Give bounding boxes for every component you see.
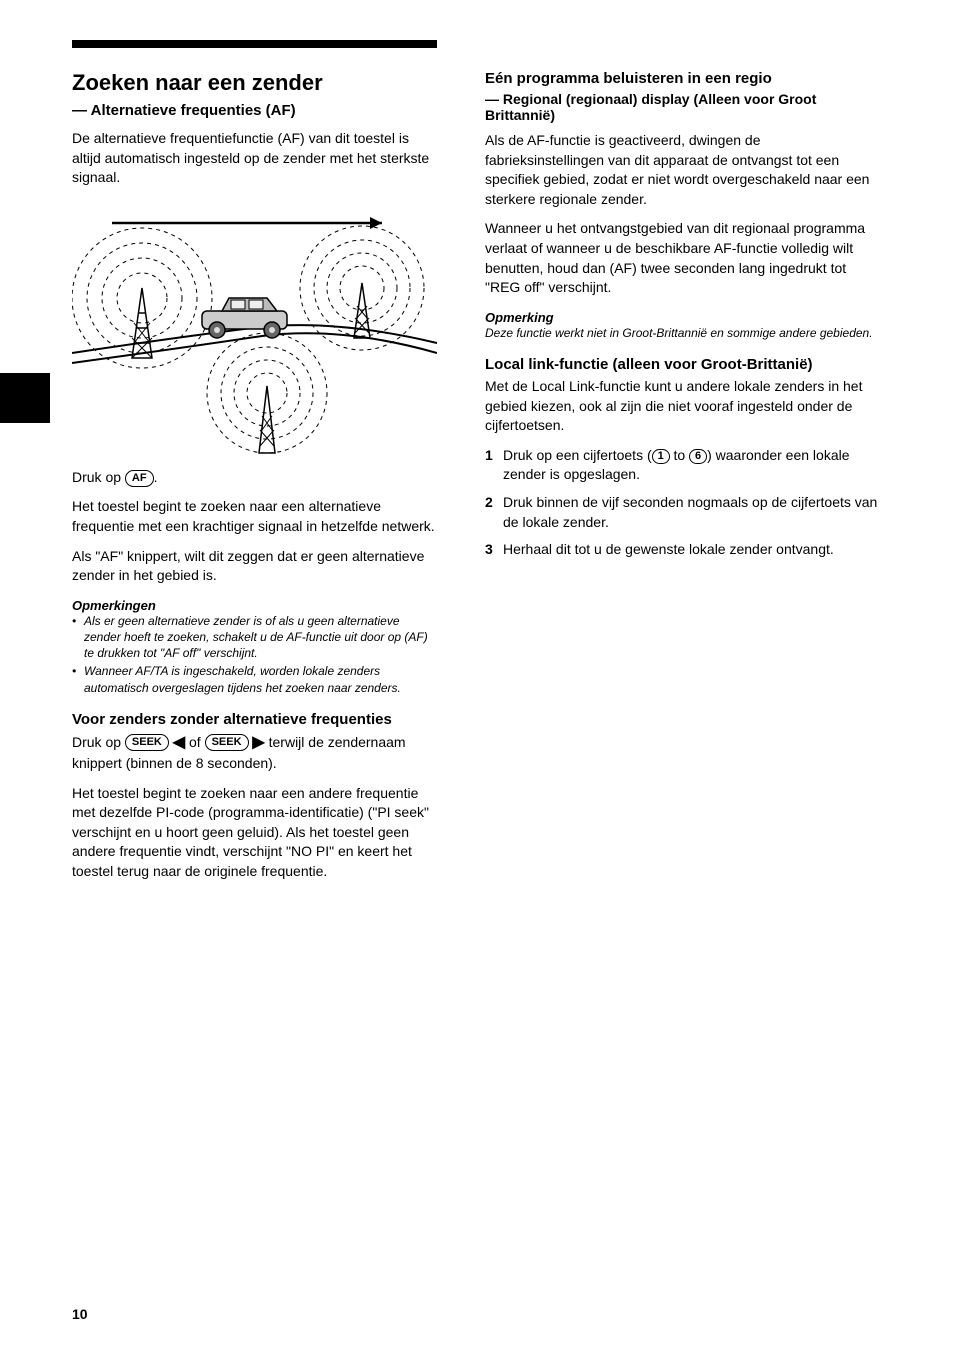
- note-item: Wanneer AF/TA is ingeschakeld, worden lo…: [84, 663, 437, 695]
- step-2: 2 Druk binnen de vijf seconden nogmaals …: [485, 493, 880, 532]
- local-heading: Voor zenders zonder alternatieve frequen…: [72, 711, 437, 728]
- text: to: [670, 447, 689, 463]
- side-page-tab: [0, 373, 50, 423]
- block2-p1: Met de Local Link-functie kunt u andere …: [485, 377, 880, 436]
- intro-paragraph: De alternatieve frequentiefunctie (AF) v…: [72, 129, 437, 188]
- block1-note-heading: Opmerking: [485, 310, 880, 325]
- text: Druk op: [72, 469, 125, 485]
- right-column: Eén programma beluisteren in een regio —…: [485, 70, 880, 568]
- step-number: 2: [485, 493, 493, 513]
- local-result: Het toestel begint te zoeken naar een an…: [72, 784, 437, 882]
- notes-heading: Opmerkingen: [72, 598, 437, 613]
- step-3: 3 Herhaal dit tot u de gewenste lokale z…: [485, 540, 880, 560]
- preset-1-label: 1: [652, 449, 670, 464]
- arrow-left-icon: ◀: [173, 732, 185, 754]
- section-subtitle: — Alternatieve frequenties (AF): [72, 102, 437, 119]
- af-illustration: [72, 198, 437, 458]
- page-number: 10: [72, 1306, 88, 1322]
- seek-button-label: SEEK: [205, 734, 249, 751]
- text: Druk binnen de vijf seconden nogmaals op…: [503, 494, 877, 530]
- af-instruction: Druk op AF.: [72, 468, 437, 488]
- step-1: 1 Druk op een cijfertoets (1 to 6) waaro…: [485, 446, 880, 485]
- af-result: Het toestel begint te zoeken naar een al…: [72, 497, 437, 536]
- section-title: Zoeken naar een zender: [72, 70, 437, 96]
- step-number: 1: [485, 446, 493, 466]
- text: Herhaal dit tot u de gewenste lokale zen…: [503, 541, 834, 557]
- step-number: 3: [485, 540, 493, 560]
- af-button-label: AF: [125, 470, 154, 487]
- block1-subtitle: — Regional (regionaal) display (Alleen v…: [485, 91, 880, 123]
- note-item: Als er geen alternatieve zender is of al…: [84, 613, 437, 662]
- block1-p1: Als de AF-functie is geactiveerd, dwinge…: [485, 131, 880, 209]
- top-rule: [72, 40, 437, 48]
- left-column: Zoeken naar een zender — Alternatieve fr…: [72, 70, 437, 892]
- block2-heading: Local link-functie (alleen voor Groot-Br…: [485, 356, 880, 373]
- af-blink: Als "AF" knippert, wilt dit zeggen dat e…: [72, 547, 437, 586]
- seek-button-label: SEEK: [125, 734, 169, 751]
- block1-p2: Wanneer u het ontvangstgebied van dit re…: [485, 219, 880, 297]
- text: Druk op een cijfertoets (: [503, 447, 652, 463]
- notes-list: Als er geen alternatieve zender is of al…: [72, 613, 437, 696]
- block1-heading: Eén programma beluisteren in een regio: [485, 70, 880, 87]
- arrow-right-icon: ▶: [252, 732, 264, 754]
- block1-note: Deze functie werkt niet in Groot-Brittan…: [485, 325, 880, 341]
- preset-6-label: 6: [689, 449, 707, 464]
- local-step: Druk op SEEK ◀ of SEEK ▶ terwijl de zend…: [72, 732, 437, 774]
- text: .: [154, 469, 158, 485]
